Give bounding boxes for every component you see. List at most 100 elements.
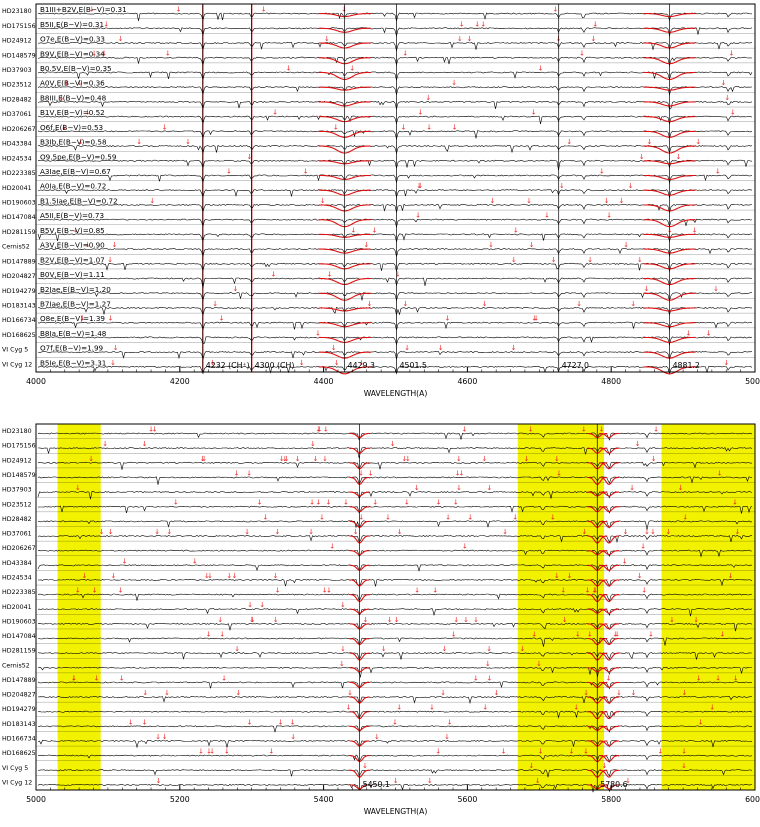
marker-arrow: ↓	[715, 674, 721, 682]
marker-arrow: ↓	[657, 748, 663, 756]
marker-arrow: ↓	[487, 674, 493, 682]
model-profile	[598, 579, 620, 587]
star-label: HD37903	[2, 67, 32, 74]
marker-arrow: ↓	[272, 109, 278, 117]
marker-arrow: ↓	[482, 455, 488, 463]
spectral-type-label: B5V,E(B−V)=0.85	[40, 226, 105, 235]
marker-arrow: ↓	[91, 50, 97, 58]
marker-arrow: ↓	[447, 718, 453, 726]
marker-arrow: ↓	[118, 587, 124, 595]
model-profile	[599, 476, 619, 485]
spectrum-trace	[37, 203, 753, 214]
marker-arrow: ↓	[730, 109, 736, 117]
marker-arrow: ↓	[401, 123, 407, 131]
marker-arrow: ↓	[637, 572, 643, 580]
marker-arrow: ↓	[176, 6, 182, 14]
model-profile	[599, 608, 619, 614]
marker-arrow: ↓	[165, 50, 171, 58]
spectrum-trace	[37, 365, 753, 375]
marker-arrow: ↓	[644, 285, 650, 293]
star-label: HD148579	[2, 472, 36, 479]
marker-arrow: ↓	[148, 426, 154, 434]
spectrum-trace	[37, 145, 753, 155]
marker-arrow: ↓	[696, 674, 702, 682]
marker-arrow: ↓	[480, 20, 486, 28]
marker-arrow: ↓	[513, 226, 519, 234]
model-profile	[598, 550, 620, 556]
annotation-label: 4429.3	[348, 361, 375, 370]
marker-arrow: ↓	[733, 674, 739, 682]
marker-arrow: ↓	[695, 138, 701, 146]
marker-arrow: ↓	[261, 6, 267, 14]
star-label: Cernis52	[2, 244, 30, 251]
marker-arrow: ↓	[363, 616, 369, 624]
star-label: HD281159	[2, 229, 36, 236]
marker-arrow: ↓	[319, 513, 325, 521]
model-profile	[318, 366, 371, 375]
marker-arrow: ↓	[451, 630, 457, 638]
star-label: HD23180	[2, 428, 32, 435]
marker-arrow: ↓	[405, 455, 411, 463]
marker-arrow: ↓	[686, 329, 692, 337]
marker-arrow: ↓	[397, 528, 403, 536]
marker-arrow: ↓	[404, 344, 410, 352]
plot-frame	[35, 423, 756, 791]
marker-arrow: ↓	[682, 513, 688, 521]
star-label: HD281159	[2, 648, 36, 655]
marker-arrow: ↓	[592, 20, 598, 28]
spectral-type-label: B8III,E(B−V)=0.48	[40, 93, 107, 102]
marker-arrow: ↓	[108, 528, 114, 536]
spectrum-trace	[37, 174, 753, 184]
marker-arrow: ↓	[567, 572, 573, 580]
marker-arrow: ↓	[112, 241, 118, 249]
spectrum-trace	[37, 666, 752, 679]
marker-arrow: ↓	[185, 138, 191, 146]
marker-arrow: ↓	[155, 733, 161, 741]
marker-arrow: ↓	[233, 285, 239, 293]
marker-arrow: ↓	[156, 777, 162, 785]
model-profile	[599, 491, 619, 497]
marker-arrow: ↓	[387, 616, 393, 624]
star-label: HD147084	[2, 633, 36, 640]
marker-arrow: ↓	[263, 513, 269, 521]
spectrum-trace	[37, 277, 753, 289]
spectrum-trace	[37, 432, 753, 441]
marker-arrow: ↓	[473, 674, 479, 682]
annotation-label: 4501.5	[400, 361, 427, 370]
marker-arrow: ↓	[80, 315, 86, 323]
marker-arrow: ↓	[735, 528, 741, 536]
spectrum-trace	[37, 262, 753, 273]
marker-arrow: ↓	[482, 704, 488, 712]
marker-arrow: ↓	[692, 226, 698, 234]
marker-arrow: ↓	[614, 630, 620, 638]
spectral-type-label: A0V,E(B−V)=0.36	[40, 79, 105, 88]
model-profile	[599, 755, 619, 763]
spectrum-trace	[37, 535, 753, 544]
marker-arrow: ↓	[587, 630, 593, 638]
annotation-label: 4232 (CH⁺)	[206, 361, 250, 370]
marker-arrow: ↓	[372, 499, 378, 507]
marker-arrow: ↓	[455, 469, 461, 477]
star-label: HD204827	[2, 273, 36, 280]
marker-arrow: ↓	[164, 689, 170, 697]
model-profile	[599, 447, 619, 454]
spectrum-trace	[37, 652, 752, 660]
spectral-type-label: B0V,E(B−V)=1.11	[40, 270, 105, 279]
marker-arrow: ↓	[122, 557, 128, 565]
marker-arrow: ↓	[247, 601, 253, 609]
spectrum-trace	[37, 769, 753, 778]
marker-arrow: ↓	[681, 748, 687, 756]
model-profile	[599, 740, 619, 747]
annotation-label: 4727.0	[562, 361, 589, 370]
marker-arrow: ↓	[456, 455, 462, 463]
marker-arrow: ↓	[458, 469, 464, 477]
marker-arrow: ↓	[579, 50, 585, 58]
star-label: HD23180	[2, 8, 32, 15]
x-tick-label: 4800	[601, 377, 621, 386]
marker-arrow: ↓	[234, 469, 240, 477]
marker-arrow: ↓	[550, 513, 556, 521]
spectrum-trace	[37, 593, 753, 602]
x-axis-title: WAVELENGTH(A)	[364, 807, 428, 816]
marker-arrow: ↓	[154, 528, 160, 536]
model-profile	[599, 520, 619, 528]
